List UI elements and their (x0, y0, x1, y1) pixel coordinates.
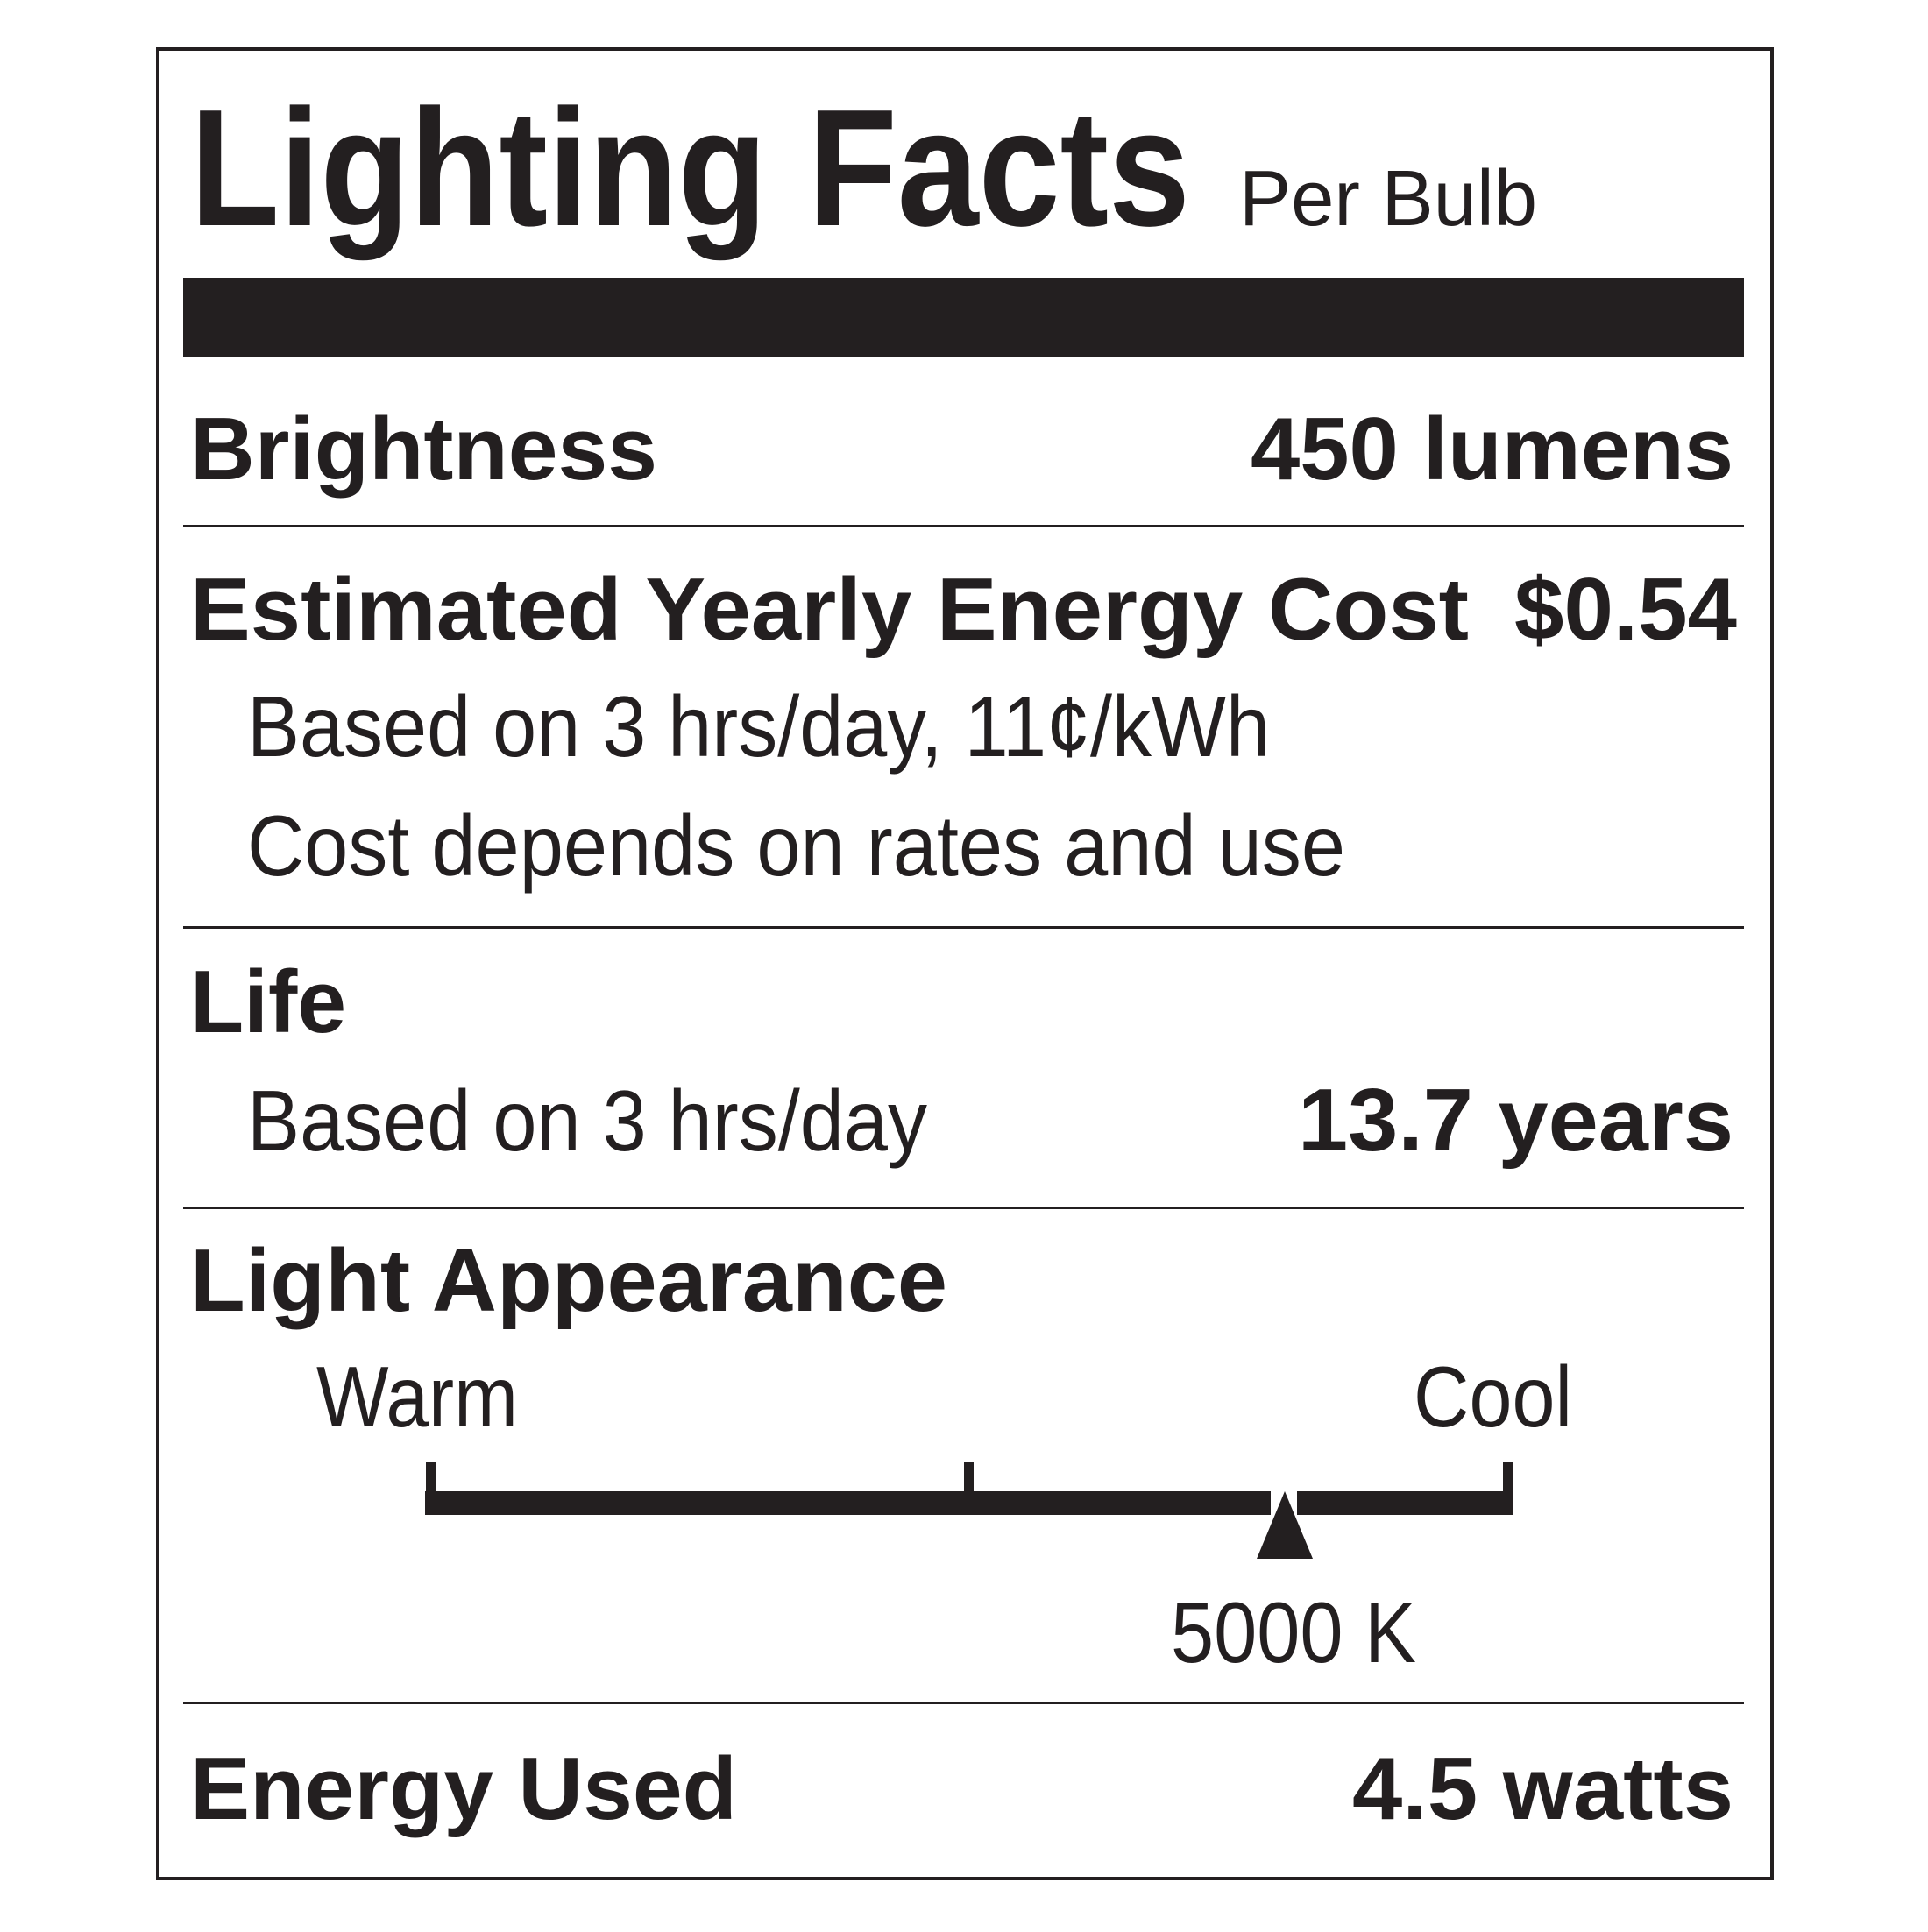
scale-tick (426, 1462, 436, 1515)
section-value: 450 lumens (1251, 400, 1733, 499)
scale-value: 5000 K (1171, 1584, 1416, 1681)
note: Cost depends on rates and use (247, 797, 1345, 894)
section-label: Energy Used (190, 1740, 737, 1838)
divider (183, 525, 1744, 527)
section-value: 13.7 years (1298, 1072, 1733, 1170)
subtitle: Per Bulb (1239, 155, 1537, 243)
note: Based on 3 hrs/day (247, 1072, 927, 1169)
title: Lighting Facts (190, 75, 1190, 261)
section-label: Brightness (190, 400, 657, 499)
divider (183, 926, 1744, 929)
section-label: Light Appearance (190, 1232, 947, 1330)
section-label: Estimated Yearly Energy Cost (190, 561, 1469, 659)
scale-tick (964, 1462, 974, 1497)
divider (183, 1702, 1744, 1704)
scale-label: Warm (316, 1348, 518, 1445)
section-value: 4.5 watts (1352, 1740, 1733, 1838)
appearance-scale (425, 1462, 1513, 1559)
section-value: $0.54 (1514, 561, 1737, 659)
note: Based on 3 hrs/day, 11¢/kWh (247, 678, 1270, 775)
scale-label: Cool (1414, 1348, 1572, 1445)
scale-tick (1503, 1462, 1513, 1515)
divider (183, 1207, 1744, 1209)
scale-pointer (1257, 1491, 1313, 1559)
section-label: Life (190, 953, 346, 1051)
header-bar (183, 278, 1744, 357)
